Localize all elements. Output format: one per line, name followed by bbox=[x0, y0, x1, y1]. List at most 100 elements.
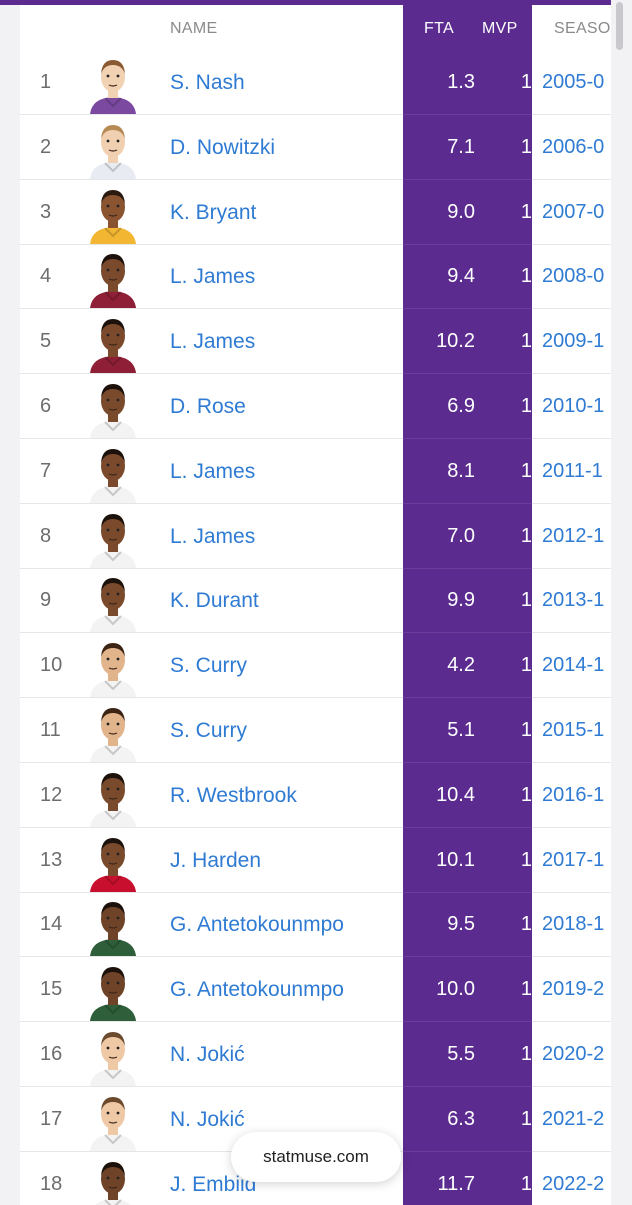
season-link[interactable]: 2006-0 bbox=[542, 135, 605, 158]
table-row[interactable]: 8 L. James 7.0 1 2012-1 bbox=[20, 504, 611, 569]
player-name-link[interactable]: D. Rose bbox=[170, 395, 246, 418]
table-row[interactable]: 7 L. James 8.1 1 2011-1 bbox=[20, 439, 611, 504]
rank-cell: 7 bbox=[40, 459, 52, 482]
column-header-season[interactable]: SEASO bbox=[554, 20, 611, 37]
fta-cell: 10.1 bbox=[436, 848, 475, 871]
season-link[interactable]: 2013-1 bbox=[542, 589, 605, 612]
season-link[interactable]: 2012-1 bbox=[542, 524, 605, 547]
mvp-cell: 1 bbox=[520, 200, 532, 223]
table-row[interactable]: 4 L. James 9.4 1 2008-0 bbox=[20, 244, 611, 310]
fta-cell: 8.1 bbox=[447, 459, 475, 482]
table-row[interactable]: 17 N. Jokić 6.3 1 2021-2 bbox=[20, 1087, 611, 1152]
mvp-cell: 1 bbox=[520, 330, 532, 353]
row-divider bbox=[20, 114, 611, 115]
season-link[interactable]: 2007-0 bbox=[542, 200, 605, 223]
player-avatar bbox=[78, 376, 148, 438]
table-row[interactable]: 6 D. Rose 6.9 1 2010-1 bbox=[20, 374, 611, 439]
mvp-cell: 1 bbox=[520, 1107, 532, 1130]
mvp-cell: 1 bbox=[520, 913, 532, 936]
row-divider-stat bbox=[403, 891, 532, 893]
fta-cell: 10.2 bbox=[436, 330, 475, 353]
season-link[interactable]: 2020-2 bbox=[542, 1043, 605, 1065]
row-divider-stat bbox=[403, 1086, 532, 1087]
table-row[interactable]: 1 S. Nash 1.3 1 2005-0 bbox=[20, 50, 611, 115]
season-link[interactable]: 2022-2 bbox=[542, 1172, 605, 1195]
row-divider bbox=[20, 178, 611, 180]
season-link[interactable]: 2005-0 bbox=[542, 71, 605, 93]
fta-cell: 7.0 bbox=[447, 524, 475, 547]
season-link[interactable]: 2021-2 bbox=[542, 1107, 605, 1130]
season-link[interactable]: 2018-1 bbox=[542, 913, 605, 936]
table-row[interactable]: 13 J. Harden 10.1 1 2017-1 bbox=[20, 828, 611, 893]
column-header-mvp[interactable]: MVP bbox=[482, 20, 518, 37]
season-link[interactable]: 2008-0 bbox=[542, 265, 605, 288]
column-header-fta[interactable]: FTA bbox=[424, 20, 454, 37]
table-row[interactable]: 3 K. Bryant 9.0 1 2007-0 bbox=[20, 180, 611, 245]
player-avatar bbox=[78, 117, 148, 179]
season-link[interactable]: 2009-1 bbox=[542, 330, 605, 353]
season-link[interactable]: 2010-1 bbox=[542, 395, 605, 417]
fta-cell: 9.5 bbox=[447, 913, 475, 936]
player-avatar bbox=[78, 1089, 148, 1151]
table-row[interactable]: 12 R. Westbrook 10.4 1 2016-1 bbox=[20, 763, 611, 828]
player-name-link[interactable]: K. Durant bbox=[170, 589, 259, 613]
row-divider-stat bbox=[403, 308, 532, 310]
player-avatar bbox=[78, 894, 148, 957]
player-name-link[interactable]: L. James bbox=[170, 459, 256, 483]
season-link[interactable]: 2017-1 bbox=[542, 848, 605, 871]
column-header-name[interactable]: NAME bbox=[170, 20, 218, 37]
mvp-cell: 1 bbox=[520, 459, 532, 482]
season-link[interactable]: 2014-1 bbox=[542, 654, 605, 677]
player-avatar bbox=[78, 570, 148, 633]
rank-cell: 3 bbox=[40, 200, 52, 223]
mvp-cell: 1 bbox=[520, 783, 532, 806]
player-name-link[interactable]: D. Nowitzki bbox=[170, 135, 276, 159]
player-name-link[interactable]: J. Harden bbox=[170, 848, 262, 872]
row-divider-stat bbox=[403, 373, 532, 375]
player-avatar bbox=[78, 311, 148, 374]
fta-cell: 9.4 bbox=[447, 265, 475, 288]
rank-cell: 10 bbox=[40, 654, 63, 677]
row-divider-stat bbox=[403, 632, 532, 634]
table-row[interactable]: 5 L. James 10.2 1 2009-1 bbox=[20, 309, 611, 375]
player-name-link[interactable]: R. Westbrook bbox=[170, 783, 297, 807]
season-link[interactable]: 2015-1 bbox=[542, 719, 605, 741]
player-name-link[interactable]: L. James bbox=[170, 265, 256, 289]
row-divider bbox=[20, 632, 611, 634]
mvp-cell: 1 bbox=[520, 1172, 532, 1195]
table-row[interactable]: 15 G. Antetokounmpo 10.0 1 2019-2 bbox=[20, 957, 611, 1023]
player-name-link[interactable]: N. Jokić bbox=[170, 1043, 245, 1066]
player-name-link[interactable]: S. Nash bbox=[170, 71, 245, 94]
player-name-link[interactable]: S. Curry bbox=[170, 719, 248, 742]
player-name-link[interactable]: L. James bbox=[170, 330, 256, 354]
row-divider-stat bbox=[403, 697, 532, 699]
rank-cell: 18 bbox=[40, 1172, 63, 1195]
table-row[interactable]: 10 S. Curry 4.2 1 2014-1 bbox=[20, 633, 611, 699]
player-name-link[interactable]: G. Antetokounmpo bbox=[170, 978, 344, 1002]
mvp-cell: 1 bbox=[520, 978, 532, 1001]
row-divider-stat bbox=[403, 762, 532, 763]
rank-cell: 5 bbox=[40, 330, 52, 353]
row-divider bbox=[20, 567, 611, 569]
player-name-link[interactable]: G. Antetokounmpo bbox=[170, 913, 344, 937]
season-link[interactable]: 2011-1 bbox=[542, 459, 603, 482]
player-avatar bbox=[78, 1024, 148, 1086]
statmuse-watermark-pill[interactable]: statmuse.com bbox=[231, 1132, 401, 1182]
table-row[interactable]: 9 K. Durant 9.9 1 2013-1 bbox=[20, 568, 611, 634]
player-avatar bbox=[78, 635, 148, 698]
player-name-link[interactable]: N. Jokić bbox=[170, 1107, 245, 1131]
mvp-cell: 1 bbox=[520, 1043, 532, 1065]
scrollbar-thumb[interactable] bbox=[616, 2, 623, 50]
player-name-link[interactable]: K. Bryant bbox=[170, 200, 257, 224]
season-link[interactable]: 2016-1 bbox=[542, 783, 605, 806]
player-name-link[interactable]: J. Embiid bbox=[170, 1172, 257, 1196]
table-row[interactable]: 16 N. Jokić 5.5 1 2020-2 bbox=[20, 1022, 611, 1087]
table-row[interactable]: 14 G. Antetokounmpo 9.5 1 2018-1 bbox=[20, 892, 611, 958]
row-divider bbox=[20, 438, 611, 439]
season-link[interactable]: 2019-2 bbox=[542, 978, 605, 1001]
player-name-link[interactable]: L. James bbox=[170, 524, 256, 548]
table-row[interactable]: 2 D. Nowitzki 7.1 1 2006-0 bbox=[20, 115, 611, 180]
player-name-link[interactable]: S. Curry bbox=[170, 654, 248, 678]
table-row[interactable]: 11 S. Curry 5.1 1 2015-1 bbox=[20, 698, 611, 763]
row-divider-stat bbox=[403, 502, 532, 504]
